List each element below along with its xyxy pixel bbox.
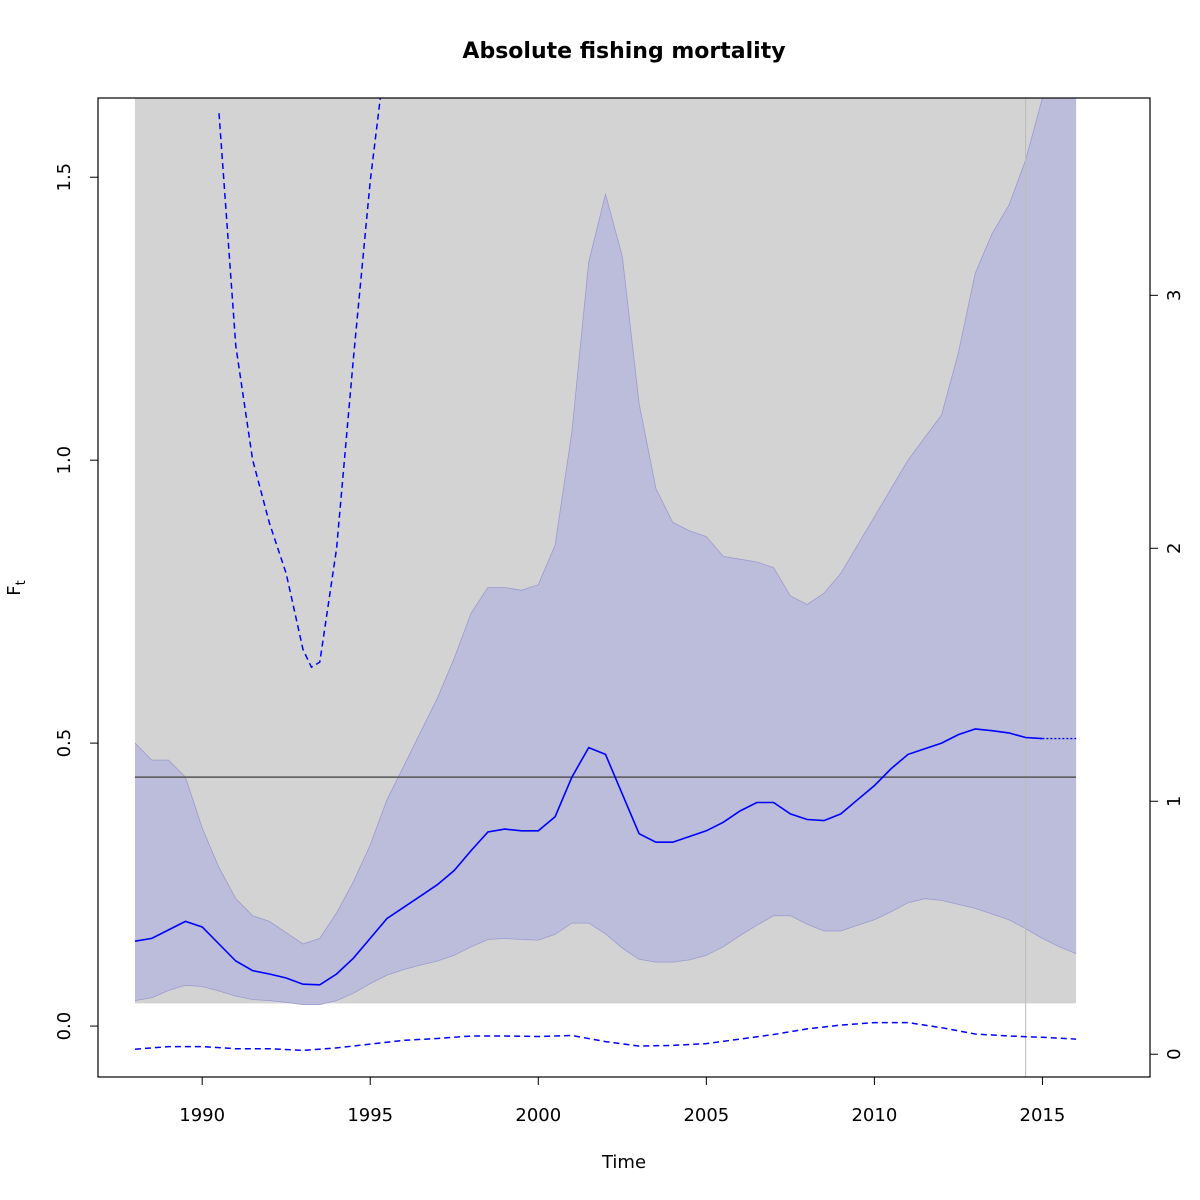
estimate-line	[134, 728, 1043, 986]
y-axis-right: 0 1 2 3	[1150, 290, 1185, 1060]
right-y-tick-label: 1	[1164, 796, 1185, 807]
y-tick-label: 0.5	[54, 729, 75, 758]
y-tick-label: 1.0	[54, 446, 75, 475]
chart-title: Absolute fishing mortality	[462, 39, 785, 64]
right-axis-lower-dashed-line	[134, 1021, 1077, 1052]
x-tick-label: 1995	[347, 1105, 393, 1126]
y-axis-title: Ft	[4, 580, 29, 595]
y-tick-label: 1.5	[54, 163, 75, 192]
y-tick-label: 0.0	[54, 1012, 75, 1041]
x-tick-label: 2000	[515, 1105, 561, 1126]
right-axis-upper-dashed-line	[218, 98, 382, 669]
plot-area	[134, 98, 1077, 1077]
plot-frame	[97, 97, 1151, 1078]
y-axis-left: 0.0 0.5 1.0 1.5	[54, 163, 98, 1041]
y-axis-title-subscript: t	[14, 580, 29, 585]
right-y-tick-label: 2	[1164, 543, 1185, 554]
confidence-band-upper-edge	[134, 98, 1077, 945]
x-axis-title: Time	[601, 1152, 646, 1173]
x-tick-label: 2015	[1020, 1105, 1066, 1126]
right-y-tick-label: 3	[1164, 290, 1185, 301]
right-y-tick-label: 0	[1164, 1048, 1185, 1059]
x-tick-label: 2005	[683, 1105, 729, 1126]
confidence-band-lower-edge	[134, 898, 1077, 1005]
x-axis: 1990 1995 2000 2005 2010 2015	[179, 1077, 1065, 1126]
confidence-band	[135, 98, 1077, 1005]
y-axis-title-main: F	[4, 585, 25, 595]
x-tick-label: 1990	[179, 1105, 225, 1126]
x-tick-label: 2010	[851, 1105, 897, 1126]
